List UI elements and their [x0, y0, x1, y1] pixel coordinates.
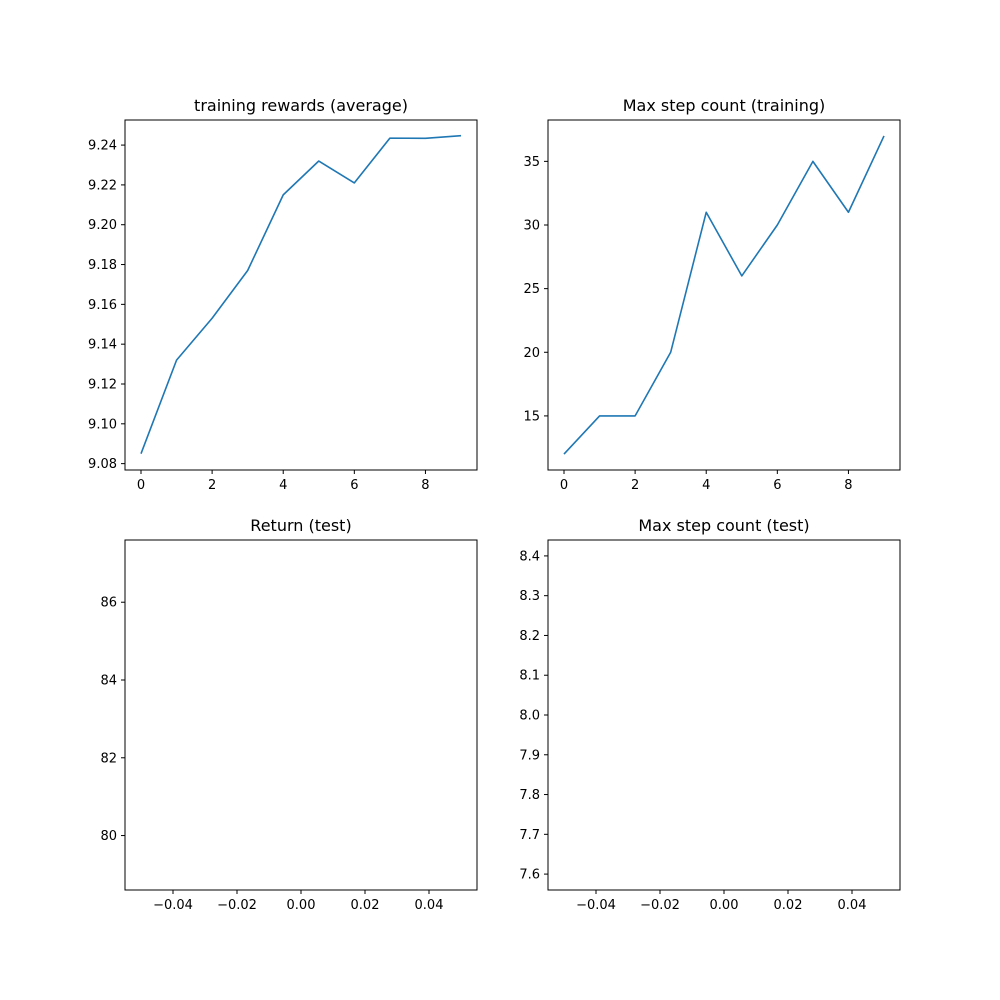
y-tick-label: 9.08: [88, 457, 117, 472]
axes-frame: [124, 119, 478, 471]
x-tick-label: 4: [702, 478, 710, 493]
subplot-max-step-test: Max step count (test) −0.04 −0.02 0.00 0.02…: [519, 516, 901, 913]
x-tick-label: 0.04: [415, 898, 444, 913]
series-line: [140, 134, 462, 454]
subplot-title: Max step count (training): [623, 96, 826, 115]
x-tick-label: −0.04: [153, 898, 193, 913]
y-tick-label: 9.24: [88, 139, 117, 154]
x-tick-label: 0: [137, 478, 145, 493]
y-tick-label: 7.6: [519, 868, 540, 883]
y-tick-label: 9.14: [88, 338, 117, 353]
y-tick-label: 7.7: [519, 828, 540, 843]
y-tick-label: 9.20: [88, 218, 117, 233]
x-tick-label: 0.04: [838, 898, 867, 913]
y-tick-label: 9.22: [88, 178, 117, 193]
x-tick-label: 0: [560, 478, 568, 493]
y-tick-label: 9.16: [88, 298, 117, 313]
y-tick-label: 9.12: [88, 377, 117, 392]
x-tick-label: 6: [350, 478, 358, 493]
y-tick-label: 35: [523, 155, 540, 170]
y-tick-label: 30: [523, 219, 540, 234]
subplot-training-rewards: training rewards (average) 0 2 4 6 8 9.08 9.10…: [88, 96, 478, 493]
x-tick-label: 0.00: [287, 898, 316, 913]
y-tick-label: 86: [100, 596, 117, 611]
y-tick-label: 9.18: [88, 258, 117, 273]
x-tick-label: 0.02: [351, 898, 380, 913]
x-tick-label: −0.04: [576, 898, 616, 913]
series-line: [563, 135, 885, 455]
y-tick-label: 8.4: [519, 549, 540, 564]
y-tick-label: 80: [100, 829, 117, 844]
x-tick-label: 4: [279, 478, 287, 493]
plot-area: [563, 135, 885, 455]
y-tick-label: 20: [523, 346, 540, 361]
plot-area: [140, 134, 462, 454]
x-tick-label: 8: [844, 478, 852, 493]
axes-frame: [547, 119, 901, 471]
subplot-title: Max step count (test): [638, 516, 809, 535]
subplot-return-test: Return (test) −0.04 −0.02 0.00 0.02 0.04 80 82…: [100, 516, 478, 913]
y-tick-label: 7.9: [519, 748, 540, 763]
x-tick-label: 2: [631, 478, 639, 493]
x-tick-label: 0.00: [710, 898, 739, 913]
y-tick-label: 15: [523, 409, 540, 424]
x-tick-label: 2: [208, 478, 216, 493]
x-tick-label: −0.02: [217, 898, 257, 913]
subplot-title: training rewards (average): [194, 96, 408, 115]
y-tick-label: 8.0: [519, 709, 540, 724]
x-tick-label: −0.02: [640, 898, 680, 913]
y-tick-label: 82: [100, 751, 117, 766]
subplot-title: Return (test): [250, 516, 351, 535]
x-tick-label: 0.02: [774, 898, 803, 913]
y-tick-label: 8.3: [519, 589, 540, 604]
y-tick-label: 9.10: [88, 417, 117, 432]
y-tick-label: 8.2: [519, 629, 540, 644]
y-tick-label: 7.8: [519, 788, 540, 803]
x-tick-label: 8: [421, 478, 429, 493]
x-tick-label: 6: [773, 478, 781, 493]
y-tick-label: 25: [523, 282, 540, 297]
y-tick-label: 8.1: [519, 669, 540, 684]
subplot-max-step-training: Max step count (training) 0 2 4 6 8 15 20 25 30 3…: [523, 96, 901, 493]
y-tick-label: 84: [100, 674, 117, 689]
